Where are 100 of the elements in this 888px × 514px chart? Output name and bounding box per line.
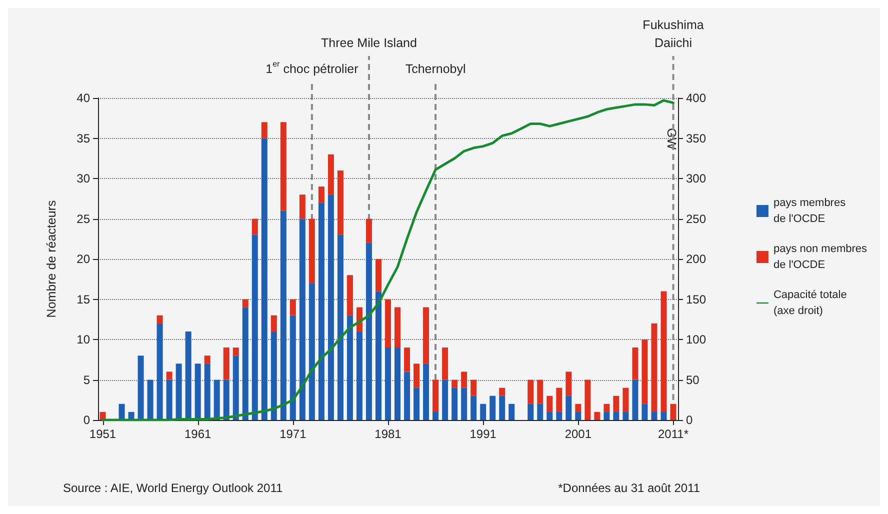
bar bbox=[622, 412, 629, 420]
bar bbox=[556, 412, 562, 420]
bar bbox=[176, 364, 182, 420]
bar bbox=[670, 404, 676, 420]
bar bbox=[299, 194, 306, 219]
bar bbox=[404, 372, 410, 420]
x-tick-label: 1991 bbox=[470, 427, 497, 441]
y2-tick-label: 350 bbox=[686, 131, 706, 146]
bar bbox=[394, 348, 401, 420]
bar bbox=[566, 372, 572, 396]
bar bbox=[385, 299, 391, 348]
bar bbox=[328, 194, 334, 420]
y-tick-label: 0 bbox=[83, 413, 90, 427]
y-tick-label: 20 bbox=[76, 252, 90, 266]
bar bbox=[613, 396, 620, 412]
bar bbox=[366, 218, 372, 243]
bar bbox=[223, 380, 230, 420]
bar bbox=[385, 348, 391, 420]
bar bbox=[642, 404, 648, 420]
bar bbox=[528, 380, 534, 404]
bar bbox=[461, 372, 468, 388]
bar bbox=[528, 404, 534, 420]
bar bbox=[442, 380, 448, 420]
bar bbox=[375, 291, 382, 420]
y2-tick-label: 300 bbox=[686, 172, 706, 186]
bar bbox=[270, 331, 277, 420]
bar bbox=[499, 388, 506, 396]
bar bbox=[214, 380, 220, 420]
bar bbox=[308, 283, 315, 420]
bar bbox=[100, 412, 106, 420]
bar bbox=[414, 388, 420, 420]
bar bbox=[452, 380, 458, 388]
bar bbox=[204, 364, 210, 420]
bar bbox=[452, 388, 458, 420]
bar bbox=[423, 364, 430, 420]
bar bbox=[299, 218, 306, 420]
bar bbox=[632, 348, 638, 380]
bar bbox=[432, 412, 439, 420]
y-axis-title: Nombre de réacteurs bbox=[44, 200, 58, 318]
bar bbox=[537, 380, 544, 404]
bar bbox=[156, 315, 163, 324]
ref-line-label: Three Mile Island bbox=[321, 36, 417, 50]
bar bbox=[604, 404, 610, 412]
bar bbox=[613, 412, 620, 420]
y-tick-label: 10 bbox=[76, 332, 90, 346]
y-tick-label: 15 bbox=[76, 292, 90, 306]
y-tick-label: 25 bbox=[76, 212, 90, 226]
x-tick-label: 1971 bbox=[280, 427, 307, 441]
bar bbox=[308, 218, 315, 284]
bar bbox=[651, 323, 658, 412]
bar bbox=[118, 404, 125, 420]
bar bbox=[337, 234, 344, 420]
bar bbox=[622, 388, 629, 412]
bar bbox=[185, 331, 192, 420]
y-tick-label: 35 bbox=[76, 131, 90, 146]
bar bbox=[651, 412, 658, 420]
y-tick-label: 5 bbox=[83, 372, 90, 387]
y-tick-label: 40 bbox=[76, 91, 90, 105]
bar bbox=[490, 396, 496, 420]
x-tick-label: 1981 bbox=[374, 427, 402, 441]
bar bbox=[537, 404, 544, 420]
bar bbox=[138, 356, 144, 420]
y-tick-label: 30 bbox=[76, 172, 90, 186]
bar bbox=[575, 412, 582, 420]
text: *Données au 31 août 2011 bbox=[558, 481, 700, 495]
bar bbox=[147, 380, 154, 420]
x-tick-label: 1951 bbox=[89, 427, 116, 441]
bar bbox=[280, 210, 286, 420]
bar bbox=[252, 218, 258, 235]
x-tick-label: 2011* bbox=[658, 427, 689, 441]
bar bbox=[166, 372, 172, 380]
bar bbox=[261, 138, 268, 420]
y2-tick-label: 100 bbox=[686, 332, 706, 346]
bar bbox=[632, 380, 638, 420]
y2-tick-label: 250 bbox=[686, 212, 706, 226]
bar bbox=[280, 122, 286, 211]
y2-tick-label: 400 bbox=[686, 91, 706, 105]
bar bbox=[480, 404, 486, 420]
bar bbox=[337, 170, 344, 235]
bar bbox=[318, 202, 324, 420]
bar bbox=[223, 348, 230, 380]
y2-tick-label: 200 bbox=[686, 252, 706, 266]
bar bbox=[556, 388, 562, 412]
bar bbox=[546, 412, 553, 420]
bar bbox=[642, 340, 648, 404]
line-series bbox=[102, 99, 674, 422]
bar bbox=[584, 380, 591, 420]
bar bbox=[290, 315, 296, 420]
bar bbox=[566, 396, 572, 420]
bar bbox=[470, 380, 477, 396]
bar bbox=[442, 348, 448, 380]
source-note: Source : AIE, World Energy Outlook 2011 bbox=[63, 481, 283, 495]
bar bbox=[432, 380, 439, 412]
bar bbox=[461, 388, 468, 420]
legend-label: pays non membres de l'OCDE bbox=[773, 243, 868, 271]
bar bbox=[232, 348, 239, 356]
x-tick-label: 2001 bbox=[564, 427, 592, 441]
bar bbox=[575, 404, 582, 412]
bar bbox=[232, 356, 239, 420]
bar bbox=[356, 331, 362, 420]
